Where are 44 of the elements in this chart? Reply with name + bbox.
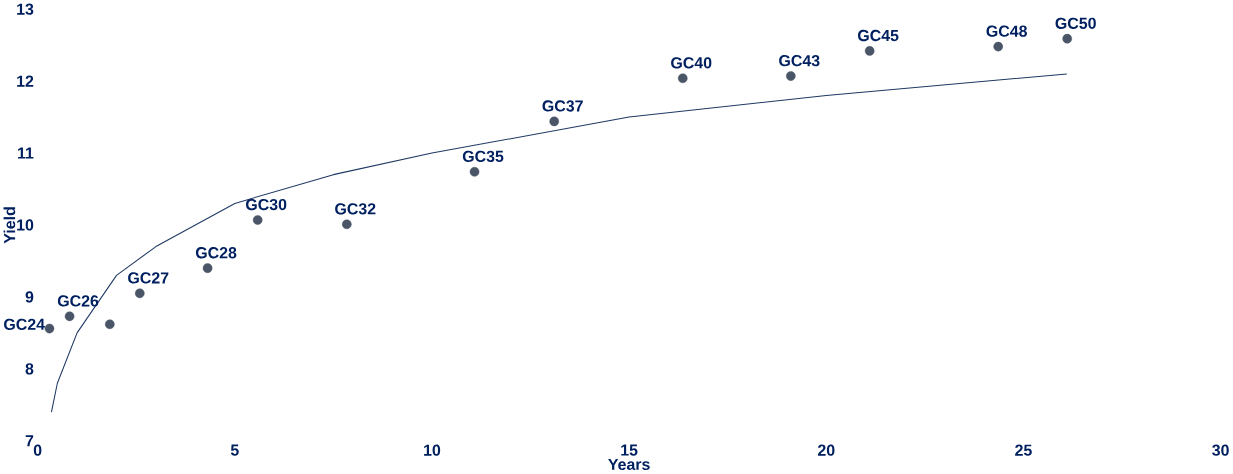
y-tick-label: 7 xyxy=(25,435,34,447)
point xyxy=(202,263,213,274)
annotation: GC37 xyxy=(542,100,583,112)
x-tick-label: 10 xyxy=(424,444,441,457)
annotation: GC45 xyxy=(858,30,899,42)
y-tick-label: 10 xyxy=(17,219,34,231)
point xyxy=(252,215,263,225)
x-tick-label: 25 xyxy=(1015,444,1032,457)
x-tick-label: 20 xyxy=(817,444,835,457)
annotation: GC26 xyxy=(57,295,99,307)
x-tick-label: 30 xyxy=(1212,444,1229,457)
point xyxy=(549,116,559,127)
x-axis-title: Years xyxy=(608,459,650,471)
point xyxy=(1062,34,1072,44)
annotation: GC48 xyxy=(986,25,1027,38)
point xyxy=(469,167,480,177)
annotation: GC27 xyxy=(128,272,169,284)
point xyxy=(677,73,688,84)
point xyxy=(342,219,352,230)
y-tick-label: 11 xyxy=(18,147,34,159)
point xyxy=(134,288,145,299)
point xyxy=(864,46,875,56)
point xyxy=(993,42,1003,52)
annotation: GC28 xyxy=(195,247,237,259)
point xyxy=(786,71,796,82)
x-tick-label: 15 xyxy=(621,444,638,456)
y-axis-title: Yield xyxy=(3,207,16,244)
x-tick-label: 0 xyxy=(33,444,42,457)
point xyxy=(44,324,55,334)
x-tick-label: 5 xyxy=(230,444,239,456)
annotation: GC50 xyxy=(1055,17,1096,30)
line-series xyxy=(50,73,1068,413)
y-tick-label: 8 xyxy=(25,363,34,375)
annotation: GC40 xyxy=(671,57,712,69)
y-tick-label: 12 xyxy=(17,75,34,87)
annotation: GC24 xyxy=(4,318,45,331)
annotation: GC30 xyxy=(246,199,287,211)
point xyxy=(64,311,75,322)
y-tick-label: 13 xyxy=(17,3,34,16)
annotation: GC43 xyxy=(779,55,820,67)
y-tick-label: 9 xyxy=(25,291,34,303)
annotation: GC35 xyxy=(462,150,504,163)
annotation: GC32 xyxy=(335,203,376,215)
point xyxy=(105,319,115,330)
